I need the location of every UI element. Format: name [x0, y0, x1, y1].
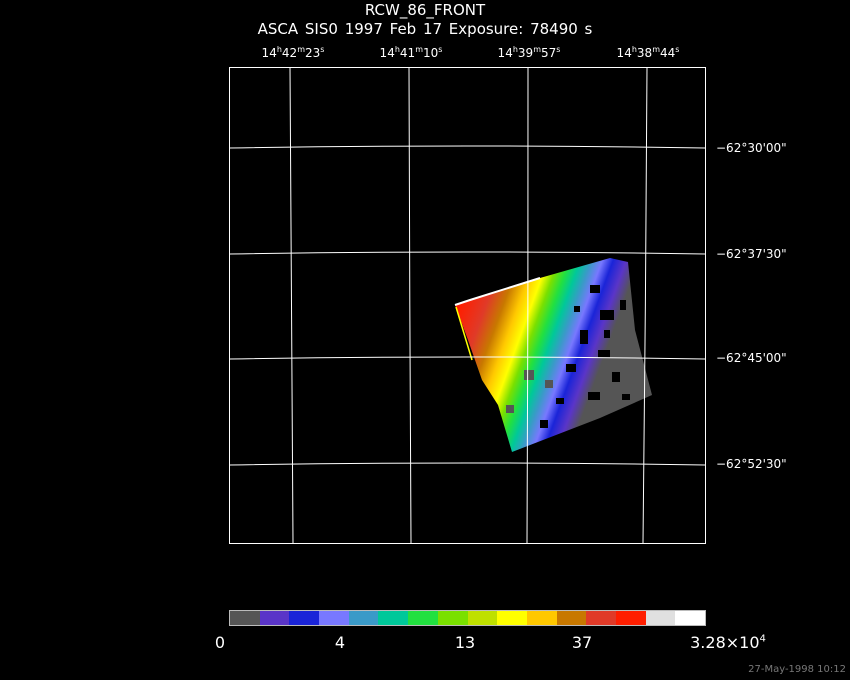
detector-exposure-region: [455, 258, 652, 452]
colorbar-swatch: [230, 611, 260, 625]
colorbar-label: 0: [214, 633, 226, 652]
dec-tick-label: −62°52'30": [716, 457, 787, 471]
colorbar-swatch: [675, 611, 705, 625]
colorbar-swatch: [437, 611, 468, 625]
colorbar-swatch: [259, 611, 290, 625]
ra-axis-labels: 14h42m23s 14h41m10s 14h39m57s 14h38m44s: [0, 45, 850, 65]
chip-edge: [454, 277, 541, 306]
colorbar-label: 37: [571, 633, 593, 652]
dec-grid-line: [228, 251, 706, 255]
colorbar-label: 4: [334, 633, 346, 652]
ra-tick-label: 14h38m44s: [616, 45, 680, 60]
colorbar: [229, 610, 706, 626]
colorbar-swatch: [348, 611, 379, 625]
colorbar-swatch: [467, 611, 498, 625]
ra-tick-label: 14h41m10s: [379, 45, 443, 60]
dec-grid-line: [228, 145, 706, 149]
dec-tick-label: −62°37'30": [716, 247, 787, 261]
image-subtitle: ASCA SIS0 1997 Feb 17 Exposure: 78490 s: [257, 20, 593, 38]
colorbar-swatch: [378, 611, 409, 625]
dec-grid-line: [228, 462, 706, 466]
colorbar-swatch: [497, 611, 527, 625]
plot-frame: [229, 67, 706, 544]
colorbar-swatch: [615, 611, 646, 625]
ra-grid-line: [289, 66, 294, 544]
ra-grid-line: [408, 66, 412, 544]
colorbar-swatch: [526, 611, 557, 625]
dec-grid-line: [228, 356, 706, 360]
colorbar-swatch: [289, 611, 320, 625]
ra-tick-label: 14h42m23s: [261, 45, 325, 60]
colorbar-swatch: [319, 611, 349, 625]
chip-edge: [455, 306, 473, 361]
coordinate-grid: [228, 66, 706, 544]
dec-tick-label: −62°30'00": [716, 141, 787, 155]
colorbar-max-label: 3.28×104: [690, 633, 766, 652]
colorbar-swatch: [556, 611, 587, 625]
timestamp: 27-May-1998 10:12: [748, 664, 846, 675]
colorbar-label: 13: [454, 633, 476, 652]
colorbar-swatch: [586, 611, 616, 625]
image-title: RCW_86_FRONT: [364, 1, 486, 19]
colorbar-swatch: [645, 611, 676, 625]
ra-grid-line: [642, 66, 648, 544]
dec-tick-label: −62°45'00": [716, 351, 787, 365]
ra-grid-line: [526, 66, 529, 544]
colorbar-swatch: [408, 611, 438, 625]
ra-tick-label: 14h39m57s: [497, 45, 561, 60]
